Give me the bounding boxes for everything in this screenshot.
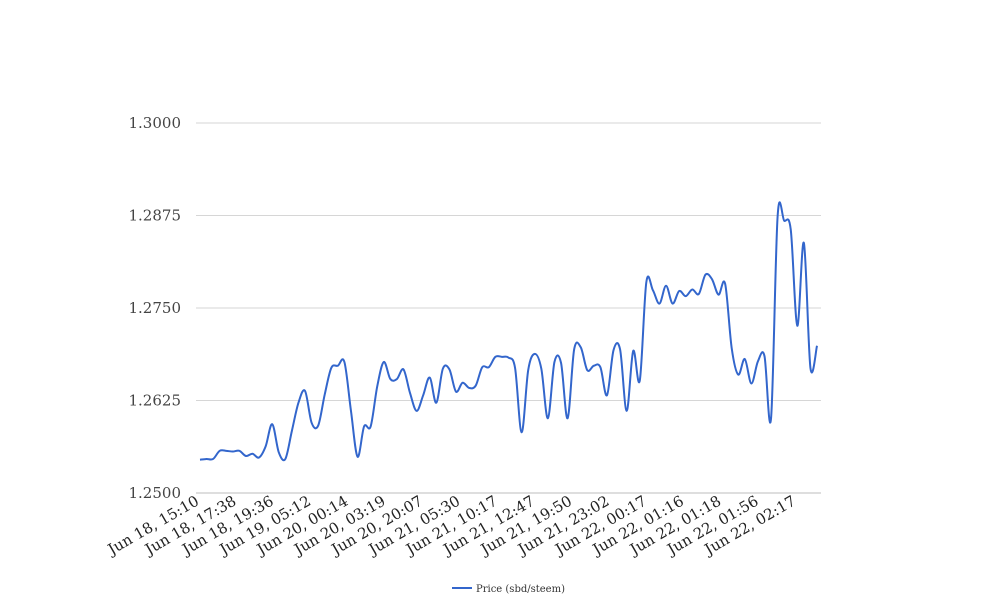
y-tick-label: 1.2750	[129, 299, 182, 317]
legend-label: Price (sbd/steem)	[476, 584, 565, 595]
y-tick-label: 1.3000	[129, 114, 182, 132]
legend[interactable]: Price (sbd/steem)	[452, 584, 565, 595]
series-group	[199, 201, 818, 462]
y-tick-label: 1.2875	[129, 207, 182, 225]
y-axis-ticks: 1.2500 1.2625 1.2750 1.2875 1.3000	[129, 114, 182, 502]
series-line-price[interactable]	[199, 201, 818, 462]
y-tick-label: 1.2500	[129, 484, 182, 502]
y-tick-label: 1.2625	[129, 392, 182, 410]
